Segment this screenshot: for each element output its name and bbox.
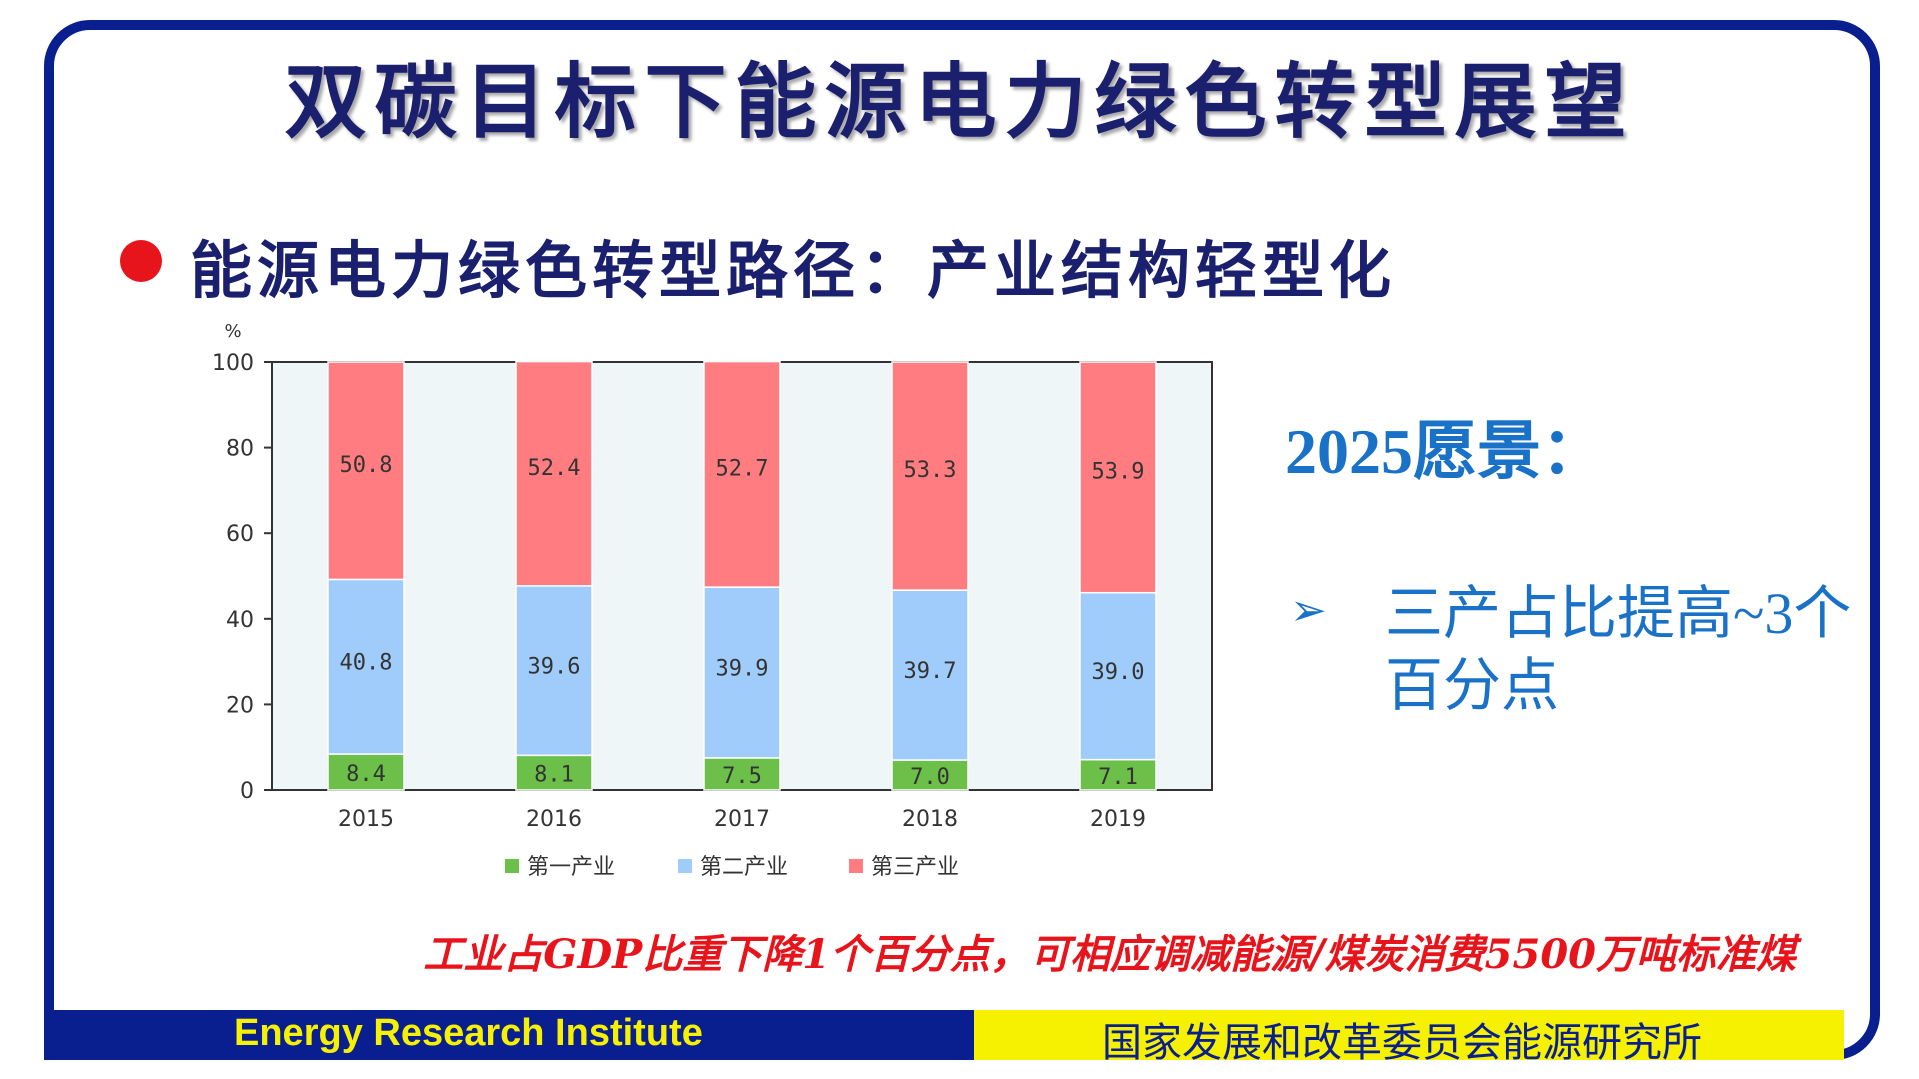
bar-value-label: 39.9 xyxy=(716,656,769,681)
y-tick-label: 0 xyxy=(240,779,254,804)
y-tick-label: 20 xyxy=(226,693,254,718)
bar-segment xyxy=(891,361,969,591)
bar-segment xyxy=(515,360,593,587)
y-tick-label: 80 xyxy=(226,437,254,462)
x-tick-label: 2015 xyxy=(338,807,394,832)
bar-segment xyxy=(891,589,969,761)
legend-label: 第一产业 xyxy=(527,855,615,880)
legend-label: 第三产业 xyxy=(871,855,959,880)
footer-right-bar: 国家发展和改革委员会能源研究所 xyxy=(974,1010,1844,1066)
y-tick-label: 60 xyxy=(226,522,254,547)
bar-value-label: 7.0 xyxy=(910,765,950,790)
bar-value-label: 7.1 xyxy=(1098,765,1138,790)
bar-segment xyxy=(703,360,781,588)
bar-value-label: 53.3 xyxy=(904,458,957,483)
footnote-text: 工业占GDP比重下降1个百分点，可相应调减能源/煤炭消费5500万吨标准煤 xyxy=(423,931,1796,978)
bar-segment xyxy=(1079,758,1157,791)
y-tick-label: 40 xyxy=(226,608,254,633)
footer-left-bar: Energy Research Institute xyxy=(44,1010,974,1060)
y-unit-label: % xyxy=(224,321,241,342)
bar-segment xyxy=(1079,361,1157,594)
bar-segment xyxy=(1079,591,1157,761)
bar-segment xyxy=(327,578,405,755)
legend-label: 第二产业 xyxy=(700,855,788,880)
bar-value-label: 52.7 xyxy=(716,457,769,482)
bar-value-label: 52.4 xyxy=(528,456,581,481)
footer-institute-cn: 国家发展和改革委员会能源研究所 xyxy=(1102,1020,1702,1066)
x-tick-label: 2017 xyxy=(714,807,770,832)
bar-value-label: 8.1 xyxy=(534,763,574,788)
footer-institute-en: Energy Research Institute xyxy=(234,1012,703,1054)
bar-value-label: 50.8 xyxy=(340,453,393,478)
footnote-note: 工业占GDP比重下降1个百分点，可相应调减能源/煤炭消费5500万吨标准煤 xyxy=(0,922,1836,980)
bar-segment xyxy=(891,759,969,791)
bar-value-label: 39.6 xyxy=(528,655,581,680)
bar-segment xyxy=(515,754,593,791)
y-tick-label: 100 xyxy=(212,351,254,376)
x-tick-label: 2016 xyxy=(526,807,582,832)
x-tick-label: 2019 xyxy=(1090,807,1146,832)
bar-value-label: 53.9 xyxy=(1092,459,1145,484)
bar-segment xyxy=(327,753,405,791)
bullet-dot-icon xyxy=(120,240,162,282)
vision-bullet-text: 三产占比提高~3个百分点 xyxy=(1385,581,1852,718)
arrow-bullet-icon: ➢ xyxy=(1290,585,1327,636)
bar-value-label: 39.0 xyxy=(1092,660,1145,685)
bar-value-label: 39.7 xyxy=(904,659,957,684)
bar-value-label: 40.8 xyxy=(340,650,393,675)
legend-swatch xyxy=(849,859,863,873)
bar-segment xyxy=(327,361,405,581)
legend-swatch xyxy=(505,859,519,873)
slide-subtitle: 能源电力绿色转型路径：产业结构轻型化 xyxy=(190,234,1397,307)
x-tick-label: 2018 xyxy=(902,807,958,832)
vision-title: 2025愿景： xyxy=(1285,416,1605,487)
bar-value-label: 7.5 xyxy=(722,764,762,789)
bar-segment xyxy=(703,586,781,759)
bar-value-label: 8.4 xyxy=(346,762,386,787)
legend-swatch xyxy=(678,859,692,873)
slide-title: 双碳目标下能源电力绿色转型展望 xyxy=(284,54,1635,150)
